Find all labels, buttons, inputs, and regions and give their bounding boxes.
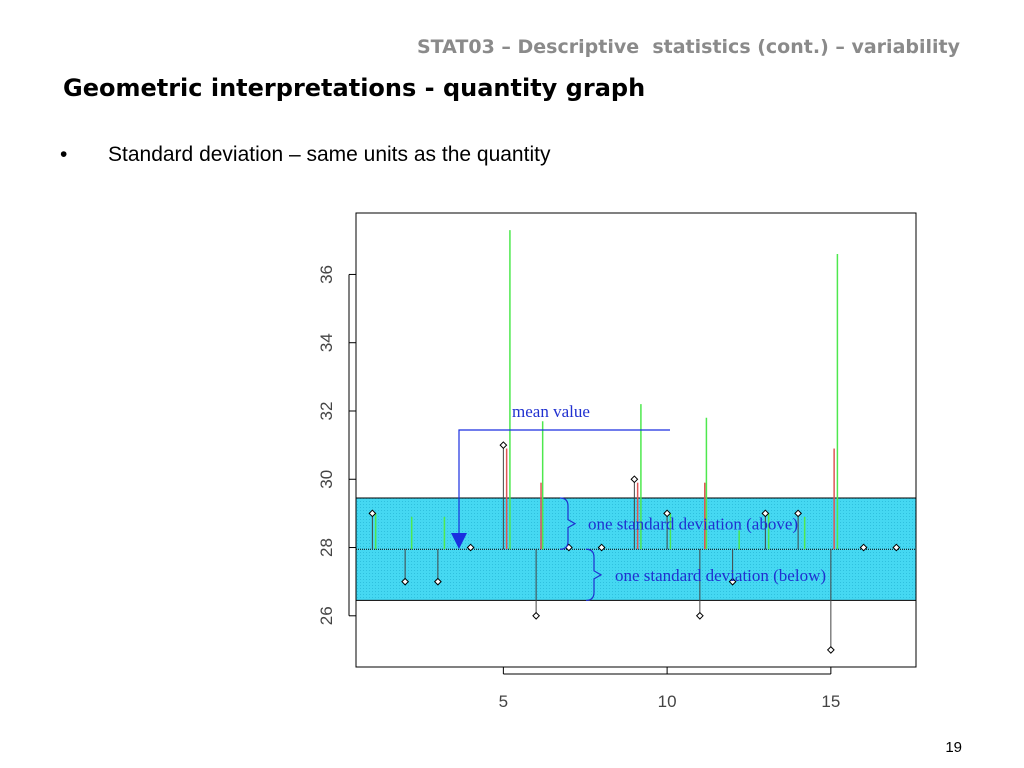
- x-tick-label-15: 15: [821, 692, 840, 711]
- plot-frame: [355, 212, 917, 668]
- data-point-12: [728, 577, 737, 586]
- data-point-2: [401, 577, 410, 586]
- course-header: STAT03 – Descriptive statistics (cont.) …: [417, 36, 960, 58]
- x-tick-label-10: 10: [658, 692, 677, 711]
- bullet-text: Standard deviation – same units as the q…: [108, 143, 551, 166]
- sd-band-above: [356, 498, 916, 550]
- sd-above-label: one standard deviation (above): [588, 515, 798, 534]
- data-point-1: [368, 509, 377, 518]
- data-point-16: [859, 543, 868, 552]
- sd-above-brace-icon: [559, 497, 577, 550]
- data-point-8: [597, 543, 606, 552]
- data-point-13: [761, 509, 770, 518]
- mean-arrow-icon: [451, 533, 467, 549]
- data-point-9: [630, 475, 639, 484]
- slide-title: Geometric interpretations - quantity gra…: [63, 74, 646, 102]
- data-point-10: [663, 509, 672, 518]
- sd-below-label: one standard deviation (below): [615, 566, 826, 585]
- mean-arrow-line: [458, 429, 670, 536]
- page-number: 19: [945, 739, 962, 756]
- data-point-4: [466, 543, 475, 552]
- x-tick-label-5: 5: [499, 692, 508, 711]
- data-point-17: [892, 543, 901, 552]
- data-point-5: [499, 441, 508, 450]
- sd-band-below: [356, 549, 916, 601]
- y-tick-label-32: 32: [317, 402, 336, 421]
- data-point-3: [433, 577, 442, 586]
- data-point-15: [826, 646, 835, 654]
- y-tick-label-34: 34: [317, 333, 336, 352]
- data-point-14: [794, 509, 803, 518]
- y-tick-label-30: 30: [317, 470, 336, 489]
- mean-value-label: mean value: [512, 402, 590, 421]
- y-tick-label-28: 28: [317, 538, 336, 557]
- y-tick-label-36: 36: [317, 265, 336, 284]
- bullet-dot-icon: •: [60, 143, 68, 166]
- data-point-11: [695, 611, 704, 620]
- data-point-6: [532, 611, 541, 620]
- sd-below-brace-icon: [585, 548, 603, 602]
- y-tick-label-26: 26: [317, 606, 336, 625]
